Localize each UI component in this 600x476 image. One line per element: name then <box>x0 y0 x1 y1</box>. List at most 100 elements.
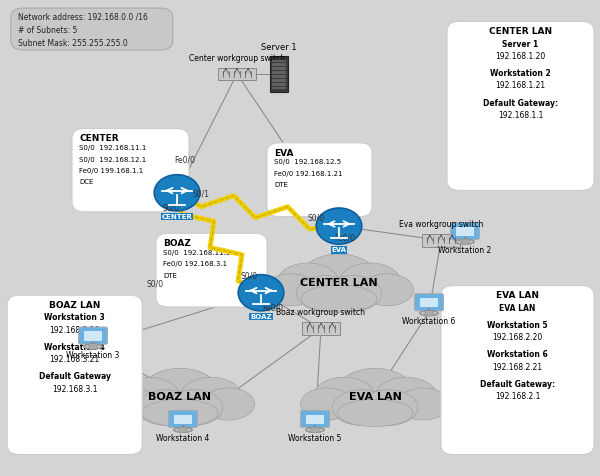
Text: 192.168.1.1: 192.168.1.1 <box>498 111 543 120</box>
FancyBboxPatch shape <box>447 21 594 190</box>
Ellipse shape <box>301 388 353 420</box>
Text: CENTER LAN: CENTER LAN <box>300 278 378 288</box>
Ellipse shape <box>301 254 377 300</box>
Text: S0/0: S0/0 <box>163 203 179 212</box>
Text: S0/0: S0/0 <box>146 279 163 288</box>
Ellipse shape <box>316 208 362 244</box>
Text: S0/0  192.168.12.5: S0/0 192.168.12.5 <box>274 159 341 166</box>
Text: Fe0/0: Fe0/0 <box>335 233 355 242</box>
Text: Server 1: Server 1 <box>261 43 297 52</box>
Ellipse shape <box>337 368 413 415</box>
Text: Fe0/0: Fe0/0 <box>175 156 196 165</box>
Text: Workstation 5: Workstation 5 <box>487 321 548 330</box>
Text: Network address: 192.168.0.0 /16
# of Subnets: 5
Subnet Mask: 255.255.255.0: Network address: 192.168.0.0 /16 # of Su… <box>18 13 148 48</box>
Ellipse shape <box>433 312 437 315</box>
Ellipse shape <box>360 390 418 426</box>
Text: DCE: DCE <box>79 179 94 186</box>
Ellipse shape <box>455 239 475 245</box>
FancyBboxPatch shape <box>7 295 142 455</box>
FancyBboxPatch shape <box>272 68 286 70</box>
Ellipse shape <box>305 427 325 433</box>
FancyBboxPatch shape <box>415 294 443 311</box>
Ellipse shape <box>339 263 401 302</box>
Text: 192.168.1.21: 192.168.1.21 <box>496 81 545 90</box>
Ellipse shape <box>469 240 473 244</box>
Text: EVA LAN: EVA LAN <box>496 291 539 300</box>
Text: EVA: EVA <box>274 149 294 158</box>
FancyBboxPatch shape <box>272 83 286 86</box>
FancyBboxPatch shape <box>272 79 286 82</box>
Text: Workstation 4: Workstation 4 <box>44 343 105 352</box>
FancyBboxPatch shape <box>451 222 479 239</box>
FancyBboxPatch shape <box>272 63 286 66</box>
Ellipse shape <box>421 312 425 315</box>
Ellipse shape <box>324 276 382 311</box>
Ellipse shape <box>238 275 284 311</box>
Ellipse shape <box>97 345 101 348</box>
Ellipse shape <box>187 428 191 431</box>
Text: EVA LAN: EVA LAN <box>499 304 536 313</box>
Ellipse shape <box>397 388 449 420</box>
Ellipse shape <box>337 399 413 426</box>
Text: Fe0/0 199.168.1.1: Fe0/0 199.168.1.1 <box>79 168 143 174</box>
Text: Fe0/0: Fe0/0 <box>263 303 284 312</box>
Text: S0/0  192.168.11.5: S0/0 192.168.11.5 <box>163 250 230 256</box>
Text: 192.168.2.1: 192.168.2.1 <box>495 392 540 401</box>
Text: S0/0  192.168.11.1: S0/0 192.168.11.1 <box>79 145 146 151</box>
Ellipse shape <box>142 368 218 415</box>
Text: Eva workgroup switch: Eva workgroup switch <box>399 220 483 229</box>
Ellipse shape <box>118 377 180 416</box>
Text: EVA LAN: EVA LAN <box>349 392 401 402</box>
FancyBboxPatch shape <box>72 129 189 212</box>
FancyBboxPatch shape <box>441 286 594 455</box>
FancyBboxPatch shape <box>272 75 286 78</box>
FancyBboxPatch shape <box>169 410 197 427</box>
FancyBboxPatch shape <box>156 233 267 307</box>
Text: 192.168.3.21: 192.168.3.21 <box>50 355 100 364</box>
Ellipse shape <box>175 428 179 431</box>
Text: Workstation 3: Workstation 3 <box>44 313 105 322</box>
Text: Default Gateway:: Default Gateway: <box>483 99 558 108</box>
Ellipse shape <box>332 390 390 426</box>
Ellipse shape <box>202 388 254 420</box>
Text: Default Gateway:: Default Gateway: <box>480 380 555 389</box>
Ellipse shape <box>375 377 437 416</box>
Text: DTE: DTE <box>274 182 288 188</box>
FancyBboxPatch shape <box>11 8 173 50</box>
Text: Workstation 2: Workstation 2 <box>490 69 551 78</box>
Ellipse shape <box>419 310 439 316</box>
Text: BOAZ LAN: BOAZ LAN <box>149 392 212 402</box>
Text: 192.168.2.21: 192.168.2.21 <box>493 363 542 372</box>
Text: DTE: DTE <box>163 273 177 279</box>
Text: BOAZ: BOAZ <box>250 314 272 319</box>
Ellipse shape <box>307 428 311 431</box>
Text: Workstation 4: Workstation 4 <box>157 434 209 443</box>
FancyBboxPatch shape <box>270 56 288 91</box>
Text: Default Gateway: Default Gateway <box>39 372 111 381</box>
Ellipse shape <box>142 399 218 426</box>
Text: Workstation 6: Workstation 6 <box>487 350 548 359</box>
Text: 192.168.1.20: 192.168.1.20 <box>496 52 545 61</box>
Text: BOAZ LAN: BOAZ LAN <box>49 301 100 310</box>
FancyBboxPatch shape <box>79 327 107 344</box>
Ellipse shape <box>301 285 377 312</box>
Ellipse shape <box>313 377 375 416</box>
Text: S0/0: S0/0 <box>308 213 325 222</box>
Text: 192.168.2.20: 192.168.2.20 <box>493 333 542 342</box>
Text: 192.168.3.20: 192.168.3.20 <box>50 326 100 335</box>
Text: S0/0  192.168.12.1: S0/0 192.168.12.1 <box>79 157 146 163</box>
Ellipse shape <box>180 377 242 416</box>
Text: 192.168.3.1: 192.168.3.1 <box>52 385 97 394</box>
FancyBboxPatch shape <box>419 298 439 307</box>
FancyBboxPatch shape <box>83 331 103 341</box>
Text: CENTER: CENTER <box>161 214 193 219</box>
Text: Fe0/0 192.168.3.1: Fe0/0 192.168.3.1 <box>163 261 227 268</box>
FancyBboxPatch shape <box>455 227 475 236</box>
Text: Boaz workgroup switch: Boaz workgroup switch <box>277 308 365 317</box>
Text: BOAZ: BOAZ <box>163 239 191 248</box>
FancyBboxPatch shape <box>422 234 460 247</box>
Ellipse shape <box>265 274 317 306</box>
Text: Workstation 3: Workstation 3 <box>67 351 119 360</box>
Text: S0/1: S0/1 <box>193 189 209 198</box>
Text: Workstation 2: Workstation 2 <box>439 246 491 255</box>
